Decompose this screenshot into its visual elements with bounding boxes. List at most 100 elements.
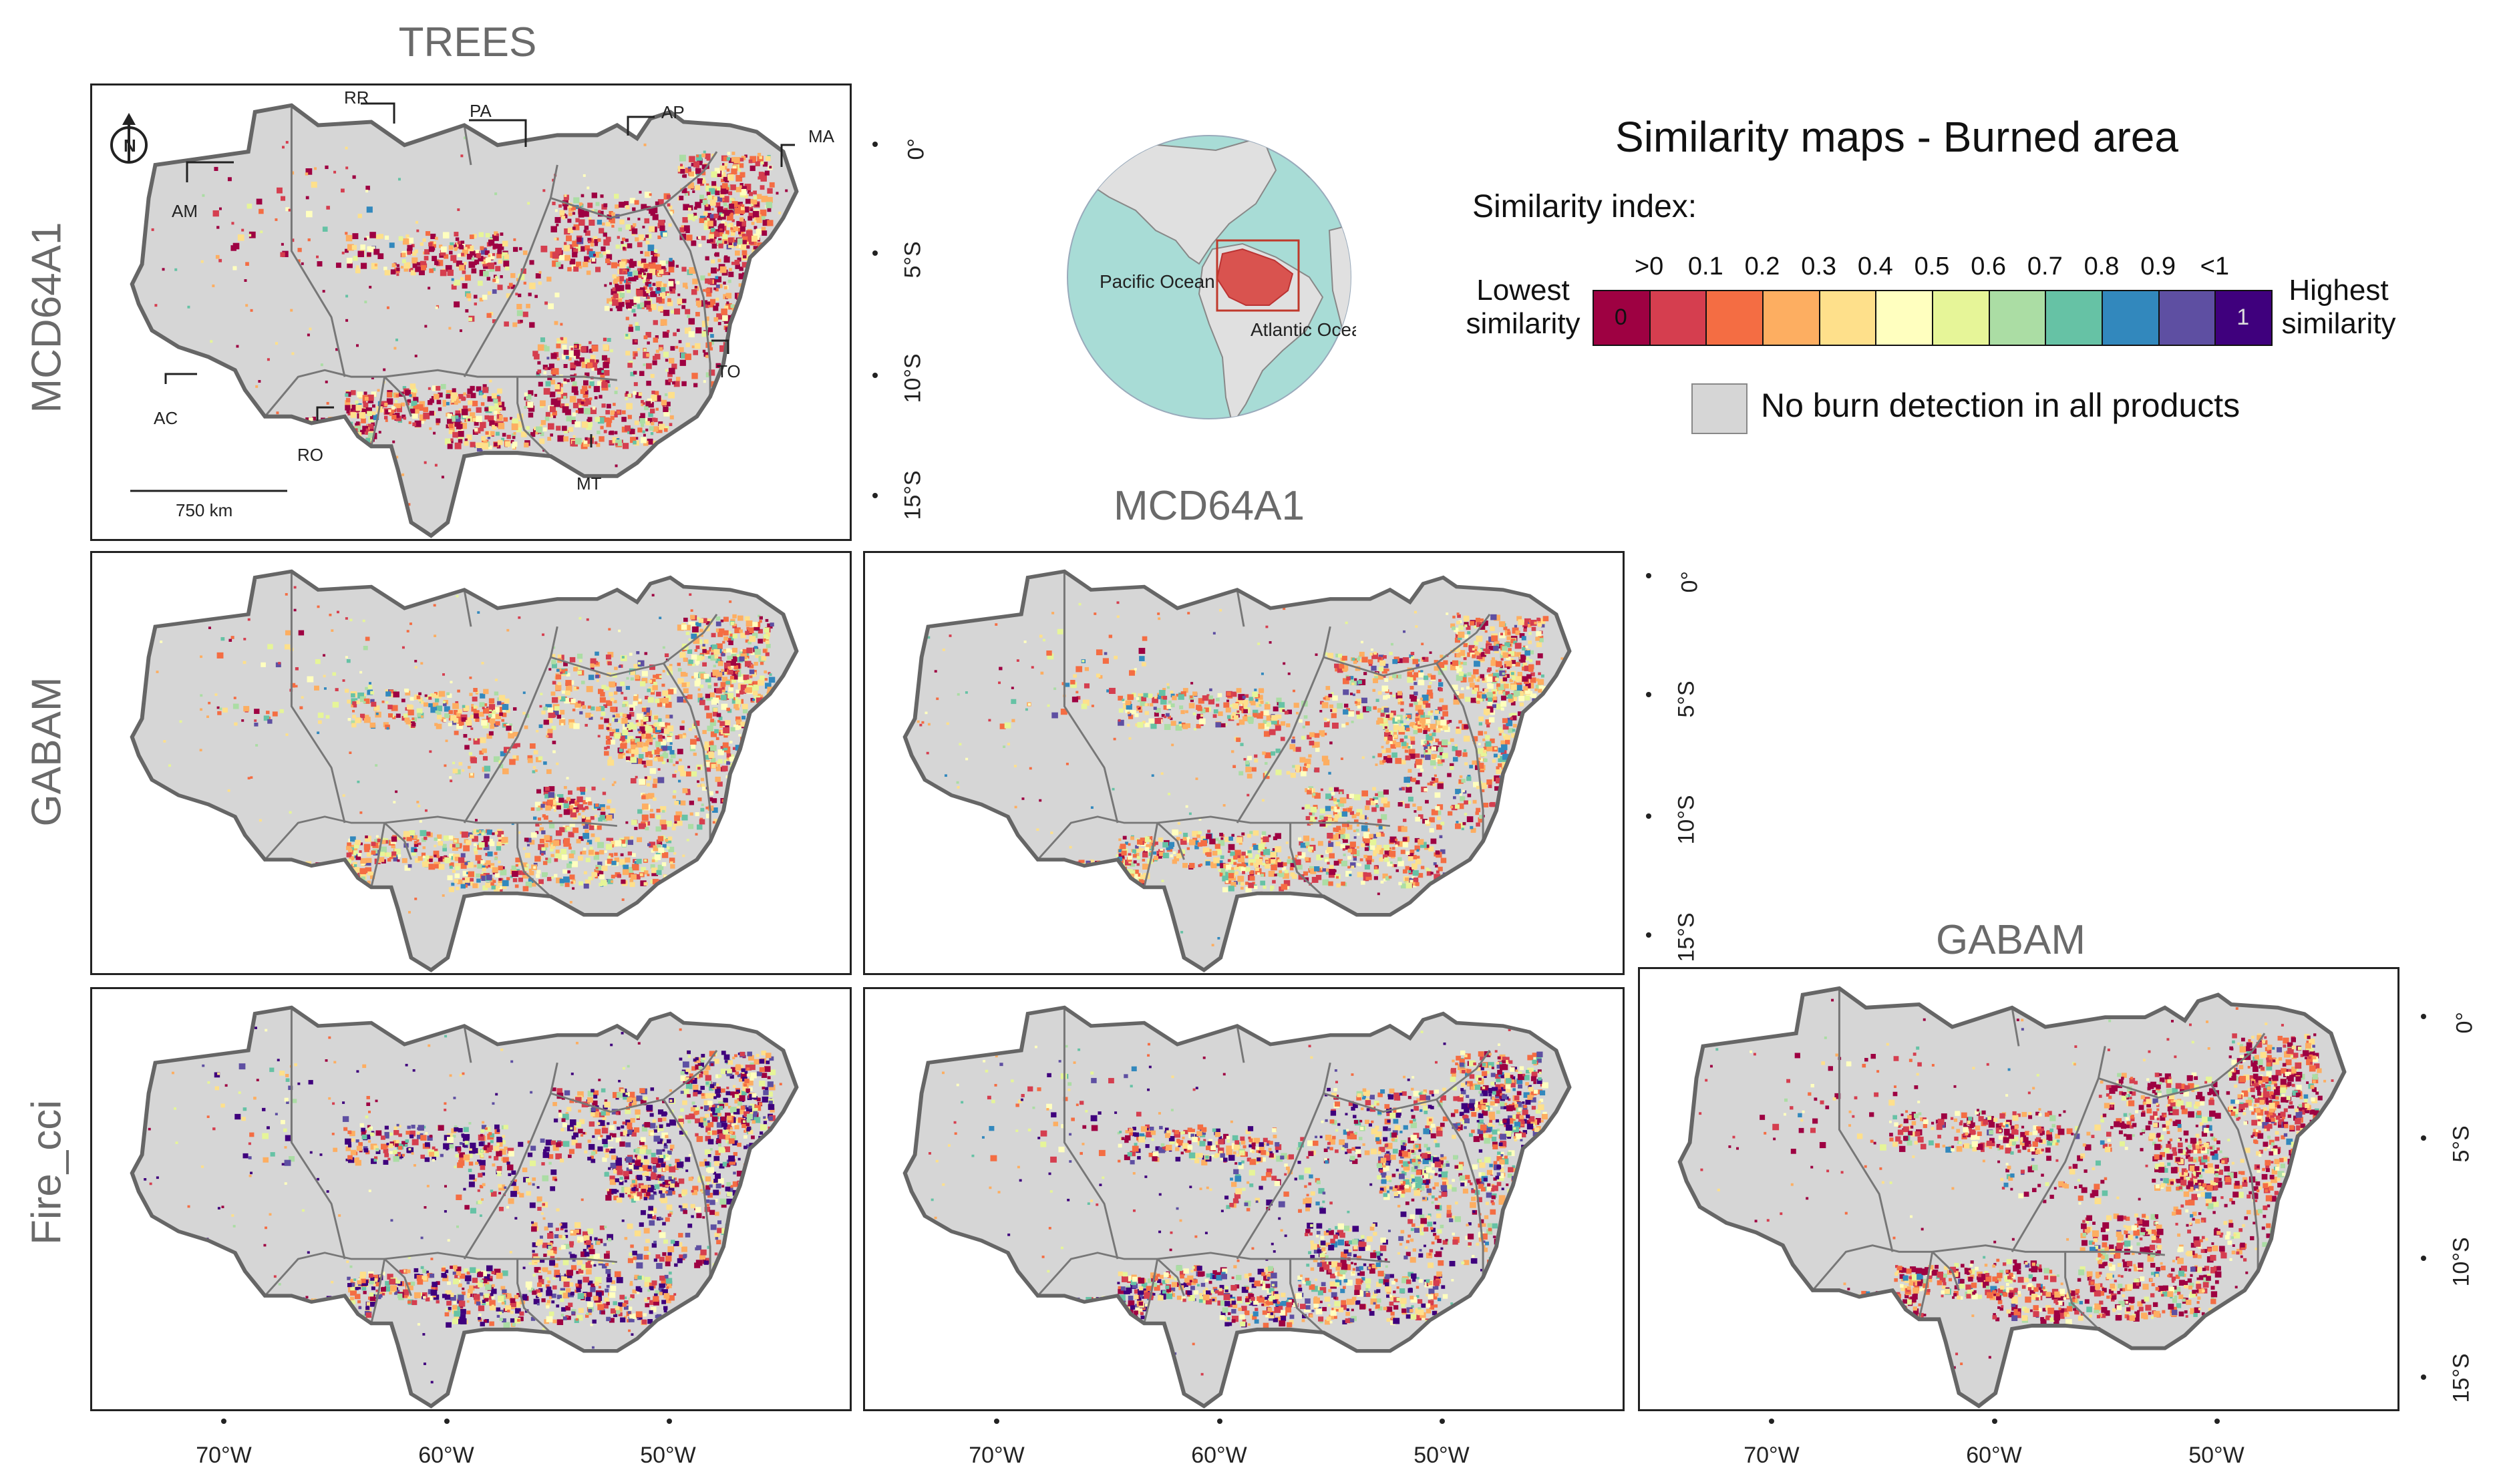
state-border <box>463 1025 472 1063</box>
state-label-am: AM <box>172 201 198 221</box>
legend-title: Similarity maps - Burned area <box>1615 113 2178 161</box>
state-border <box>1918 1252 1934 1320</box>
state-border <box>2064 1252 2100 1330</box>
north-arrow-icon: N <box>110 113 148 164</box>
map-svg <box>902 569 1572 972</box>
legend-tick-label: 0.7 <box>2027 252 2063 281</box>
row-title-gabam: GABAM <box>23 677 70 827</box>
state-label-ap: AP <box>661 102 685 122</box>
region-outline <box>130 569 799 972</box>
map-panel-gabam-firecci <box>1638 967 2399 1411</box>
state-border <box>1838 988 1894 1252</box>
map-annotations: N RR PA AP MA AM TO AC RO MT 750 km <box>110 87 835 520</box>
map-svg <box>1677 986 2347 1409</box>
state-border <box>1236 626 1331 823</box>
state-border <box>463 1062 558 1260</box>
map-panel-trees-gabam <box>90 551 852 975</box>
legend-swatch <box>1988 290 2047 346</box>
state-border <box>290 105 346 377</box>
row-title-mcd64a1: MCD64A1 <box>23 222 70 413</box>
lat-label: 15°S <box>900 470 926 520</box>
state-label-mt: MT <box>576 474 602 494</box>
lon-label: 70°W <box>969 1443 1025 1468</box>
row-title-firecci: Fire_cci <box>23 1099 70 1246</box>
legend-tick-label: 0.6 <box>1971 252 2007 281</box>
state-border <box>264 1252 412 1297</box>
state-label-to: TO <box>717 361 741 381</box>
map-panel-mcd64a1-gabam <box>863 551 1625 975</box>
state-border <box>516 1259 552 1334</box>
region-outline <box>902 1005 1572 1409</box>
legend-swatch <box>2214 290 2273 346</box>
state-border <box>663 1099 711 1278</box>
legend-tick-label: 0.3 <box>1801 252 1837 281</box>
lat-label: 10°S <box>1673 795 1699 845</box>
column-title-mcd64a1: MCD64A1 <box>1114 483 1305 529</box>
state-border <box>2011 1046 2106 1253</box>
legend-swatch <box>1818 290 1877 346</box>
lat-label: 0° <box>1677 570 1703 593</box>
state-border <box>1037 815 1185 861</box>
legend-tick-label: 0.4 <box>1857 252 1893 281</box>
lat-label: 5°S <box>900 241 926 279</box>
similarity-pixels <box>908 1016 1570 1381</box>
legend-swatch <box>1762 290 1820 346</box>
lat-label: 5°S <box>1673 681 1699 718</box>
state-border <box>370 376 386 447</box>
state-label-pa: PA <box>470 101 492 121</box>
map-panel-trees-mcd64a1 <box>90 83 852 541</box>
state-border <box>290 1007 346 1260</box>
state-border <box>264 369 412 417</box>
lon-label: 60°W <box>1191 1443 1247 1468</box>
map-svg <box>130 103 799 538</box>
column-title-trees: TREES <box>398 19 537 65</box>
legend-tick-label: 0.2 <box>1744 252 1780 281</box>
legend-swatch <box>1649 290 1707 346</box>
north-america-shape <box>1074 136 1277 265</box>
legend-swatch <box>1932 290 1990 346</box>
state-border <box>1063 1007 1119 1260</box>
state-border <box>290 571 346 823</box>
legend-end-one: 1 <box>2236 305 2250 330</box>
state-border <box>663 663 711 842</box>
legend-ticks: >0 0.1 0.2 0.3 0.4 0.5 0.6 0.7 0.8 0.9 <1 <box>1593 252 2271 286</box>
map-svg <box>902 1005 1572 1409</box>
state-border <box>1436 1099 1484 1278</box>
legend-highest-label: Highest similarity <box>2281 274 2396 340</box>
state-border <box>1323 614 1491 677</box>
inset-frame <box>1216 239 1300 312</box>
legend-swatch <box>1705 290 1764 346</box>
state-border <box>1236 1062 1331 1260</box>
state-border <box>2011 1007 2020 1047</box>
lon-label: 70°W <box>1743 1443 1800 1468</box>
legend-tick-label: <1 <box>2200 252 2229 281</box>
legend-lowest-label: Lowest similarity <box>1466 274 1581 340</box>
state-label-rr: RR <box>344 87 369 108</box>
inset-label-pacific: Pacific Ocean <box>1100 271 1215 292</box>
no-burn-label: No burn detection in all products <box>1761 387 2240 424</box>
legend-tick-label: 0.5 <box>1914 252 1950 281</box>
lon-label: 60°W <box>1966 1443 2022 1468</box>
map-svg <box>130 569 799 972</box>
state-border <box>1812 1244 1960 1291</box>
state-border <box>264 815 412 861</box>
state-border <box>370 822 386 888</box>
state-border <box>2098 1033 2266 1099</box>
legend-index-label: Similarity index: <box>1472 189 1697 224</box>
lat-label: 5°S <box>2448 1125 2474 1163</box>
lat-label: 15°S <box>2448 1353 2474 1403</box>
state-border <box>516 823 552 898</box>
state-label-ma: MA <box>808 126 835 146</box>
region-outline <box>130 103 799 538</box>
state-border <box>1063 571 1119 823</box>
region-outline <box>902 569 1572 972</box>
state-border <box>1236 589 1245 627</box>
legend-swatch <box>2102 290 2160 346</box>
state-border <box>463 125 472 166</box>
state-border <box>384 1252 617 1263</box>
map-panel-mcd64a1-firecci <box>863 987 1625 1411</box>
lat-label: 15°S <box>1673 912 1699 962</box>
state-border <box>1143 822 1159 888</box>
no-burn-swatch <box>1691 383 1748 434</box>
